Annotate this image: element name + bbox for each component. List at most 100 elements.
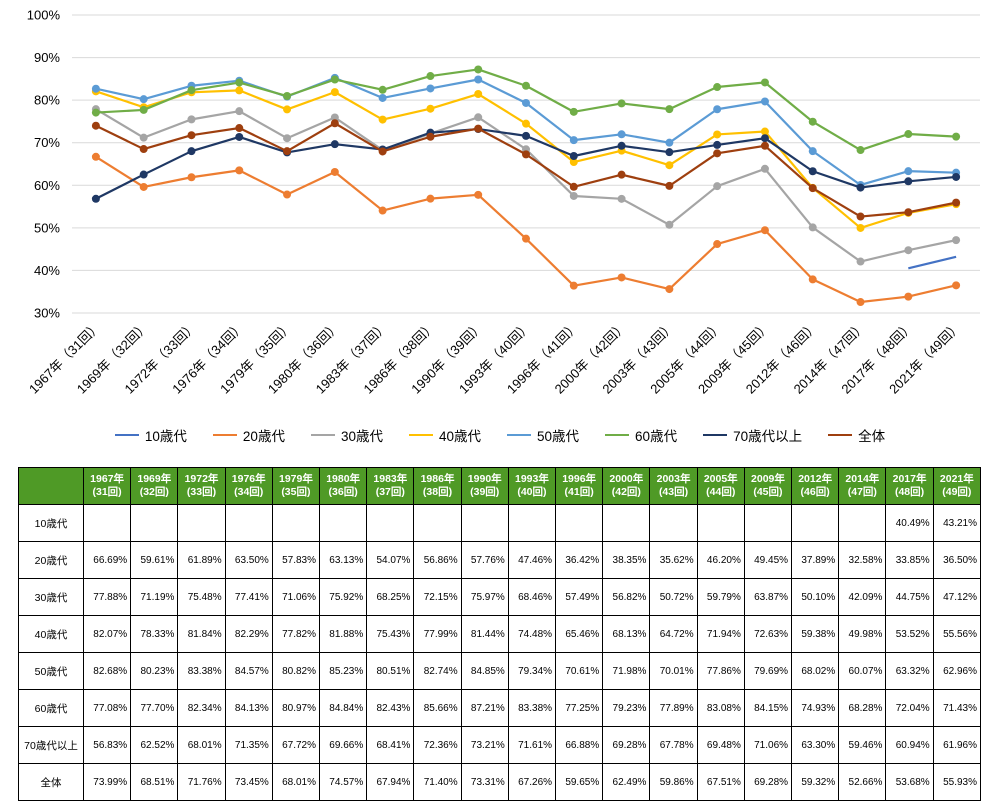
table-cell: 63.30% [791,726,840,764]
table-cell [507,504,557,542]
data-point [617,194,626,203]
data-point [569,182,578,191]
table-cell: 77.82% [271,615,321,653]
legend-item: 10歳代 [114,425,187,445]
table-cell: 71.43% [932,689,982,727]
data-point [713,240,722,249]
table-cell: 71.35% [224,726,273,764]
table-row: 全体 73.99% 68.51% 71.76% 73.45% 68.01% 74.57% 67… [18,763,982,801]
table-cell: 82.43% [366,689,415,727]
table-cell: 83.08% [696,689,745,727]
header-year: 1980年 [326,473,361,485]
table-cell: 81.84% [177,615,226,653]
table-cell: 68.46% [507,578,557,616]
legend-item: 70歳代以上 [703,425,802,445]
table-column-header: 2000年 (42回) [602,467,651,505]
legend-swatch [114,434,139,436]
table-cell: 77.89% [649,689,698,727]
table-column-header: 2014年 (47回) [838,467,887,505]
header-round: (32回) [139,486,169,498]
data-point [952,172,961,181]
legend-label: 30歳代 [340,429,383,444]
legend-item: 全体 [828,425,885,445]
table-cell: 63.13% [319,541,368,579]
legend-swatch [408,434,433,436]
data-point [904,167,913,176]
legend-swatch [828,434,853,436]
table-cell: 59.65% [555,763,604,801]
table-column-header: 1986年 (38回) [413,467,462,505]
legend-label: 20歳代 [242,429,285,444]
data-point [617,130,626,139]
table-cell: 82.29% [224,615,273,653]
data-point [91,84,100,93]
table-column-header: 2005年 (44回) [696,467,745,505]
table-cell [649,504,698,542]
data-point [952,281,961,290]
legend-label: 60歳代 [635,429,678,444]
table-cell: 77.25% [555,689,604,727]
table-cell: 62.49% [602,763,651,801]
table-cell: 38.35% [602,541,651,579]
table-cell: 77.08% [82,689,132,727]
table-cell: 82.07% [82,615,132,653]
data-point [760,78,769,87]
y-tick-label: 90% [34,50,60,65]
line-chart: 30%40%50%60%70%80%90%100%1967年（31回）1969年… [26,8,980,397]
table-cell [319,504,368,542]
data-point [569,151,578,160]
table-column-header: 1979年 (35回) [271,467,321,505]
series-line [95,89,957,230]
table-cell [177,504,226,542]
y-tick-label: 60% [34,178,60,193]
table-cell: 59.38% [791,615,840,653]
data-point [283,147,292,156]
data-point [856,212,865,221]
data-point [187,173,196,182]
data-point [139,95,148,104]
table-cell: 80.51% [366,652,415,690]
table-cell: 47.12% [932,578,982,616]
table-cell: 80.82% [271,652,321,690]
table-cell: 52.66% [838,763,887,801]
header-year: 1986年 [420,473,455,485]
table-cell: 50.72% [649,578,698,616]
legend-label: 10歳代 [144,429,187,444]
table-row: 50歳代 82.68% 80.23% 83.38% 84.57% 80.82% 85.23%… [18,652,982,690]
header-year: 2017年 [892,473,927,485]
data-point [91,194,100,203]
table-cell: 79.23% [602,689,651,727]
header-year: 2012年 [798,473,833,485]
data-point [235,124,244,133]
table-cell: 68.25% [366,578,415,616]
data-point [904,177,913,186]
header-round: (34回) [234,486,264,498]
header-round: (41回) [564,486,594,498]
table-cell: 59.32% [791,763,840,801]
data-point [665,148,674,157]
data-point [952,198,961,207]
data-point [665,220,674,229]
table-cell: 77.70% [130,689,179,727]
table-column-header: 2021年 (49回) [932,467,982,505]
table-cell: 80.23% [130,652,179,690]
table-cell: 78.33% [130,615,179,653]
header-round: (35回) [281,486,311,498]
data-point [569,158,578,167]
data-point [713,140,722,149]
header-round: (44回) [706,486,736,498]
data-point [378,147,387,156]
series-line [908,255,957,270]
data-point [139,170,148,179]
data-point [808,275,817,284]
table-column-header: 1990年 (39回) [460,467,509,505]
table-cell: 77.99% [413,615,462,653]
data-point [235,86,244,95]
data-point [760,164,769,173]
table-cell [743,504,793,542]
table-cell: 67.94% [366,763,415,801]
table-cell: 66.69% [82,541,132,579]
data-point [760,134,769,143]
header-round: (47回) [847,486,877,498]
table-cell [696,504,745,542]
